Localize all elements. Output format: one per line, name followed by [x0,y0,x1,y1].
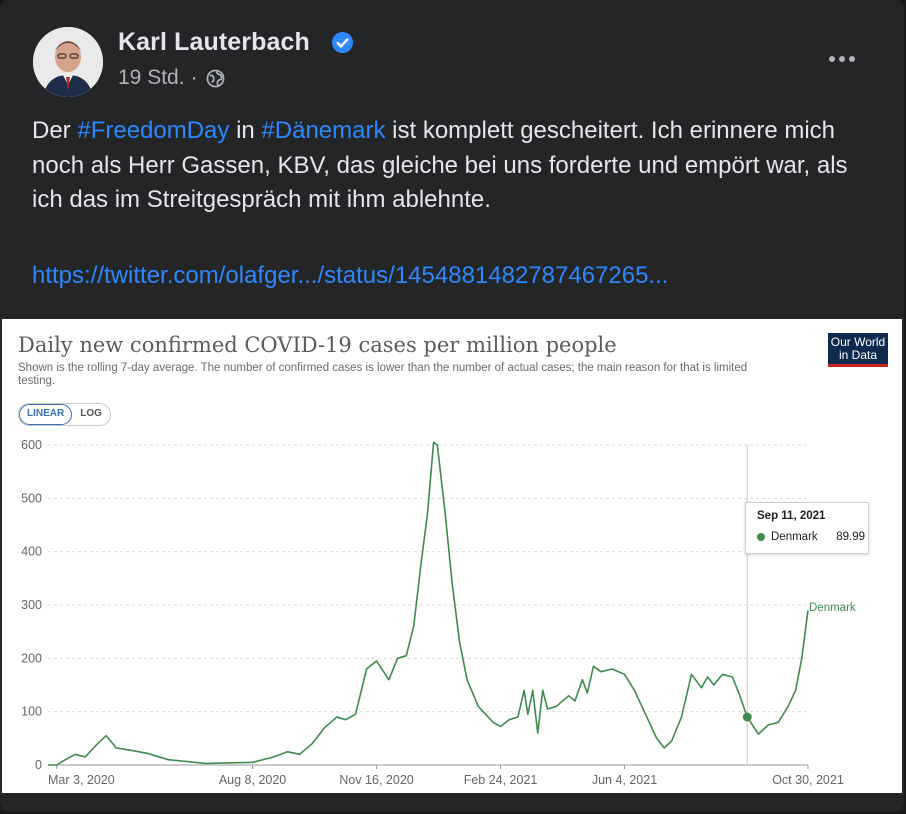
y-tick-label: 500 [21,491,42,505]
avatar[interactable] [33,27,103,97]
chart-title: Daily new confirmed COVID-19 cases per m… [18,333,617,357]
y-tick-label: 100 [21,705,42,719]
tooltip-date: Sep 11, 2021 [757,510,826,522]
post-timestamp[interactable]: 19 Std. [118,66,185,89]
x-tick-label: Mar 3, 2020 [48,773,115,787]
series-label-denmark: Denmark [809,602,856,614]
series-line-denmark [48,441,809,766]
y-tick-label: 0 [35,758,42,772]
verified-badge-icon [331,31,354,54]
hashtag-daenemark[interactable]: #Dänemark [261,117,386,144]
series-dot-icon [757,533,765,541]
y-tick-label: 300 [21,598,42,612]
chart-image[interactable]: Daily new confirmed COVID-19 cases per m… [2,319,902,793]
x-tick-label: Oct 30, 2021 [772,773,844,787]
globe-icon[interactable] [206,69,225,88]
x-tick-label: Jun 4, 2021 [592,773,657,787]
more-options-button[interactable] [822,48,862,70]
tooltip-value: 89.99 [836,531,865,543]
line-chart: 0 100 200 300 400 500 600 Mar 3, 2020 Aug 8, 202… [21,438,844,787]
highlight-point [742,712,752,722]
post-meta: 19 Std. · [118,66,225,90]
x-tick-label: Nov 16, 2020 [339,773,413,787]
owid-logo: Our World in Data [828,333,888,367]
post-link[interactable]: https://twitter.com/olafger.../status/14… [32,262,669,289]
avatar-portrait-icon [33,27,103,97]
hashtag-freedomday[interactable]: #FreedomDay [77,117,230,144]
chart-subtitle: Shown is the rolling 7-day average. The … [18,362,748,387]
post-text: Der #FreedomDay in #Dänemark ist komplet… [32,117,848,213]
chart-tooltip: Sep 11, 2021 Denmark 89.99 [745,502,869,554]
x-tick-label: Feb 24, 2021 [464,773,538,787]
y-tick-label: 400 [21,545,42,559]
author-name[interactable]: Karl Lauterbach [118,28,310,56]
tooltip-series: Denmark [771,531,818,543]
linear-toggle[interactable]: LINEAR [19,404,73,425]
y-tick-label: 600 [21,438,42,452]
y-tick-label: 200 [21,651,42,665]
log-toggle[interactable]: LOG [80,408,102,419]
tooltip-row: Denmark 89.99 [757,531,865,543]
scale-toggle: LINEAR LOG [18,403,111,426]
meta-separator: · [190,66,198,89]
more-options-icon [829,56,835,62]
x-tick-label: Aug 8, 2020 [219,773,286,787]
